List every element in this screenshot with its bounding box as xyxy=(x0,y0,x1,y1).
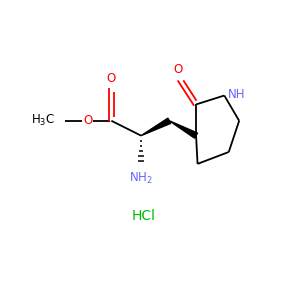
Text: H$_3$C: H$_3$C xyxy=(31,113,55,128)
Text: O: O xyxy=(83,114,92,127)
Text: HCl: HCl xyxy=(132,209,156,223)
Text: O: O xyxy=(107,72,116,85)
Text: O: O xyxy=(174,63,183,76)
Text: NH: NH xyxy=(228,88,245,101)
Text: NH$_2$: NH$_2$ xyxy=(129,171,153,186)
Polygon shape xyxy=(169,121,197,138)
Polygon shape xyxy=(141,118,171,136)
